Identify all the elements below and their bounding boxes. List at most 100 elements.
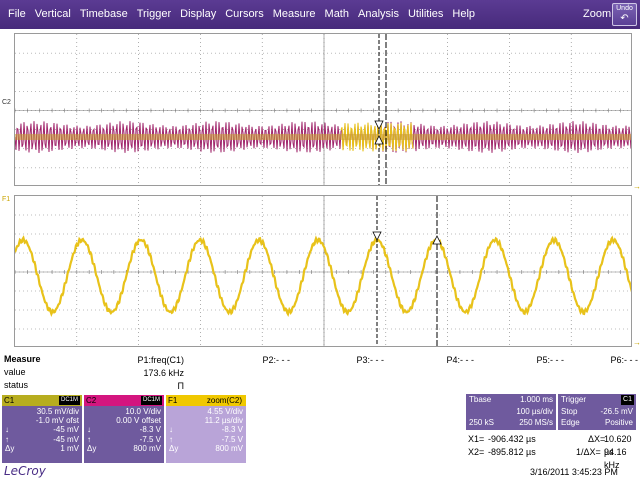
f1-trace-label: F1 <box>2 196 11 203</box>
param-name: P1:freq(C1) <box>137 355 184 365</box>
cursor-value-2: ↑ -7.5 V <box>87 435 161 444</box>
value: 800 mV <box>133 443 161 453</box>
param-name: P5:- - - <box>536 355 564 365</box>
menu-display[interactable]: Display <box>180 8 217 20</box>
lecroy-logo: LeCroy <box>4 464 46 478</box>
channel-name: C1 <box>4 396 15 405</box>
cursor-value-1: ↓ -8.3 V <box>169 425 243 434</box>
trigger-label: Trigger <box>561 395 587 404</box>
trigger-level: -26.5 mV <box>600 407 633 416</box>
offset: 0.00 V offset <box>116 416 161 426</box>
trigger-source-badge: C1 <box>621 395 634 405</box>
trigger-type-row: Edge Positive <box>561 417 633 428</box>
cursor-row-1: X1= -906.432 µs ΔX= 10.620 µs <box>466 433 638 457</box>
coupling-badge: DC1M <box>58 396 80 405</box>
channel-c1-box[interactable]: C1 DC1M 30.5 mV/div -1.0 mV ofst ↓ -45 mV… <box>2 395 82 463</box>
undo-label: Undo <box>616 5 633 12</box>
channel-name: F1 <box>168 396 178 405</box>
value: -8.3 V <box>139 425 161 435</box>
menu-file[interactable]: File <box>8 8 26 20</box>
value: 800 mV <box>215 443 243 453</box>
trigger-mode-row: Stop -26.5 mV <box>561 406 633 417</box>
down-arrow-icon: ↓ <box>87 425 91 435</box>
f1-grid[interactable] <box>14 195 632 347</box>
menu-utilities[interactable]: Utilities <box>407 8 444 20</box>
channel-body: 30.5 mV/div -1.0 mV ofst ↓ -45 mV ↑ -45 mV… <box>2 406 82 463</box>
trigger-box[interactable]: Trigger C1 Stop -26.5 mV Edge Positive <box>558 394 636 430</box>
param-p5[interactable]: P5:- - - <box>500 354 564 367</box>
c2-arrow-icon: → <box>633 182 640 191</box>
param-p2[interactable]: P2:- - - <box>226 354 290 367</box>
cursor-readouts: X1= -906.432 µs ΔX= 10.620 µs X2= -895.8… <box>466 433 638 470</box>
delta-label: Δy <box>5 443 15 453</box>
channel-c2-box[interactable]: C2 DC1M 10.0 V/div 0.00 V offset ↓ -8.3 V… <box>84 395 164 463</box>
zoom-button[interactable]: Zoom <box>583 8 612 20</box>
menu-measure[interactable]: Measure <box>272 8 316 20</box>
measure-value-label: value <box>4 367 26 377</box>
sample-rate: 250 MS/s <box>519 418 553 427</box>
trigger-body: Stop -26.5 mV Edge Positive <box>558 406 636 430</box>
menu-items: File Vertical Timebase Trigger Display Cursor… <box>0 0 475 29</box>
c2-waveform <box>15 121 631 154</box>
menu-help[interactable]: Help <box>452 8 476 20</box>
c1-trace-band <box>15 134 631 140</box>
c2-grid[interactable] <box>14 33 632 186</box>
param-p3[interactable]: P3:- - - <box>320 354 384 367</box>
param-p1[interactable]: P1:freq(C1) 173.6 kHz Π <box>118 354 184 393</box>
f1-arrow-icon: → <box>633 338 640 347</box>
value: -8.3 V <box>221 425 243 435</box>
value: -7.5 V <box>139 434 161 444</box>
channel-body: 4.55 V/div 11.2 µs/div ↓ -8.3 V ↑ -7.5 V Δ… <box>166 406 246 463</box>
vdiv: 30.5 mV/div <box>36 407 79 416</box>
channel-f1-box[interactable]: F1 zoom(C2) 4.55 V/div 11.2 µs/div ↓ -8.3… <box>166 395 246 463</box>
sample-row: 250 kS 250 MS/s <box>469 417 553 428</box>
c2-trace-label: C2 <box>2 99 11 106</box>
menu-timebase[interactable]: Timebase <box>79 8 128 20</box>
menu-bar: File Vertical Timebase Trigger Display Cursor… <box>0 0 640 29</box>
cursor-marker-icon <box>432 235 442 245</box>
trigger-mode: Stop <box>561 407 578 416</box>
value: -45 mV <box>53 425 79 435</box>
f1-waveform-area <box>15 196 631 346</box>
value: -45 mV <box>53 434 79 444</box>
menu-cursors[interactable]: Cursors <box>225 8 264 20</box>
delta-value: Δy 800 mV <box>87 444 161 453</box>
menu-trigger[interactable]: Trigger <box>136 8 172 20</box>
param-p4[interactable]: P4:- - - <box>410 354 474 367</box>
channel-header: C2 DC1M <box>84 395 164 406</box>
measure-title[interactable]: Measure <box>4 354 41 364</box>
dx-label: ΔX= <box>588 434 606 444</box>
undo-button[interactable]: Undo ↶ <box>612 3 637 26</box>
menu-math[interactable]: Math <box>324 8 349 20</box>
value: -7.5 V <box>221 434 243 444</box>
timebase-box[interactable]: Tbase 1.000 ms 100 µs/div 250 kS 250 MS/… <box>466 394 556 430</box>
down-arrow-icon: ↓ <box>5 425 9 435</box>
timebase-header: Tbase 1.000 ms <box>466 394 556 406</box>
measure-status-label: status <box>4 380 29 390</box>
delta-value: Δy 1 mV <box>5 444 79 453</box>
vdiv: 10.0 V/div <box>125 407 161 416</box>
param-status-icon: Π <box>177 381 185 391</box>
cursor-value-2: ↑ -7.5 V <box>169 435 243 444</box>
value: 1 mV <box>60 443 79 453</box>
source-label: zoom(C2) <box>206 396 242 405</box>
f1-waveform <box>15 235 631 318</box>
param-name: P4:- - - <box>446 355 474 365</box>
time-per-div: 100 µs/div <box>516 407 553 416</box>
up-arrow-icon: ↑ <box>169 434 173 444</box>
x2-label: X2= <box>468 447 485 457</box>
param-p6[interactable]: P6:- - - <box>590 354 638 367</box>
x1-value: -906.432 µs <box>488 434 536 444</box>
delta-label: Δy <box>87 443 97 453</box>
inv-dx-label: 1/ΔX= <box>576 447 601 457</box>
cursor-value-2: ↑ -45 mV <box>5 435 79 444</box>
timebase-body: 100 µs/div 250 kS 250 MS/s <box>466 406 556 430</box>
dx-value: 10.620 µs <box>604 434 632 457</box>
menu-vertical[interactable]: Vertical <box>34 8 71 20</box>
undo-icon: ↶ <box>620 13 629 24</box>
x1-label: X1= <box>468 434 485 444</box>
trigger-slope: Positive <box>604 418 633 427</box>
vdiv: 4.55 V/div <box>207 407 243 416</box>
delta-label: Δy <box>169 443 179 453</box>
menu-analysis[interactable]: Analysis <box>358 8 399 20</box>
